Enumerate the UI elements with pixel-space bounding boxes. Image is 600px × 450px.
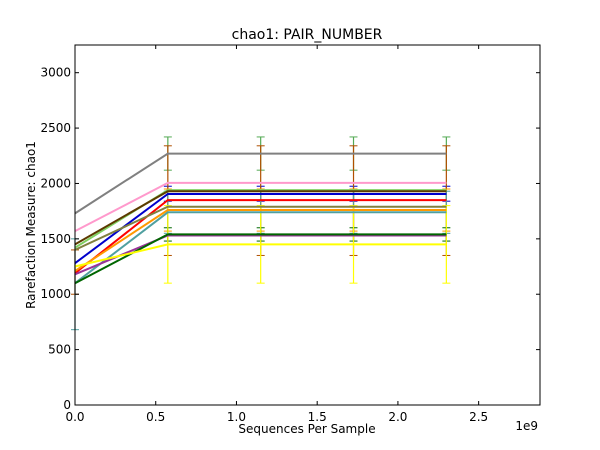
y-tick-label: 1000 xyxy=(40,287,71,301)
y-tick-label: 500 xyxy=(48,343,71,357)
y-tick-label: 0 xyxy=(63,398,71,412)
x-axis-label: Sequences Per Sample xyxy=(238,422,375,436)
x-tick-label: 1.0 xyxy=(227,410,246,424)
y-tick-label: 2000 xyxy=(40,176,71,190)
series-line xyxy=(74,190,447,246)
chart-title: chao1: PAIR_NUMBER xyxy=(232,27,383,43)
x-tick-label: 2.5 xyxy=(469,410,488,424)
y-tick-label: 2500 xyxy=(40,121,71,135)
y-tick-label: 3000 xyxy=(40,66,71,80)
series-line xyxy=(74,211,447,284)
plot-area xyxy=(71,136,451,331)
series-line xyxy=(74,181,447,232)
y-axis-label: Rarefaction Measure: chao1 xyxy=(24,141,38,309)
series-line xyxy=(74,243,447,268)
x-tick-label: 0.5 xyxy=(146,410,165,424)
series-line xyxy=(74,193,447,265)
x-tick-label: 2.0 xyxy=(388,410,407,424)
x-tick-label: 1.5 xyxy=(308,410,327,424)
series-line xyxy=(74,199,447,274)
x-axis-offset-label: 1e9 xyxy=(515,419,538,433)
plot-frame xyxy=(74,44,541,406)
series-line xyxy=(74,234,447,276)
y-tick-label: 1500 xyxy=(40,232,71,246)
axis-ticks: 0.0 0.5 1.0 1.5 2.0 2.5 0 500 1000 1500 2000 2500 30… xyxy=(40,45,540,424)
series-line xyxy=(74,205,447,251)
x-tick-label: 0.0 xyxy=(65,410,84,424)
series-line xyxy=(74,233,447,285)
series-line xyxy=(74,209,447,272)
series-line xyxy=(74,152,447,215)
